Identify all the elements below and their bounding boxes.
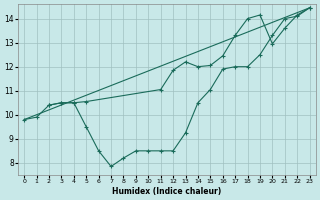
X-axis label: Humidex (Indice chaleur): Humidex (Indice chaleur) bbox=[112, 187, 221, 196]
